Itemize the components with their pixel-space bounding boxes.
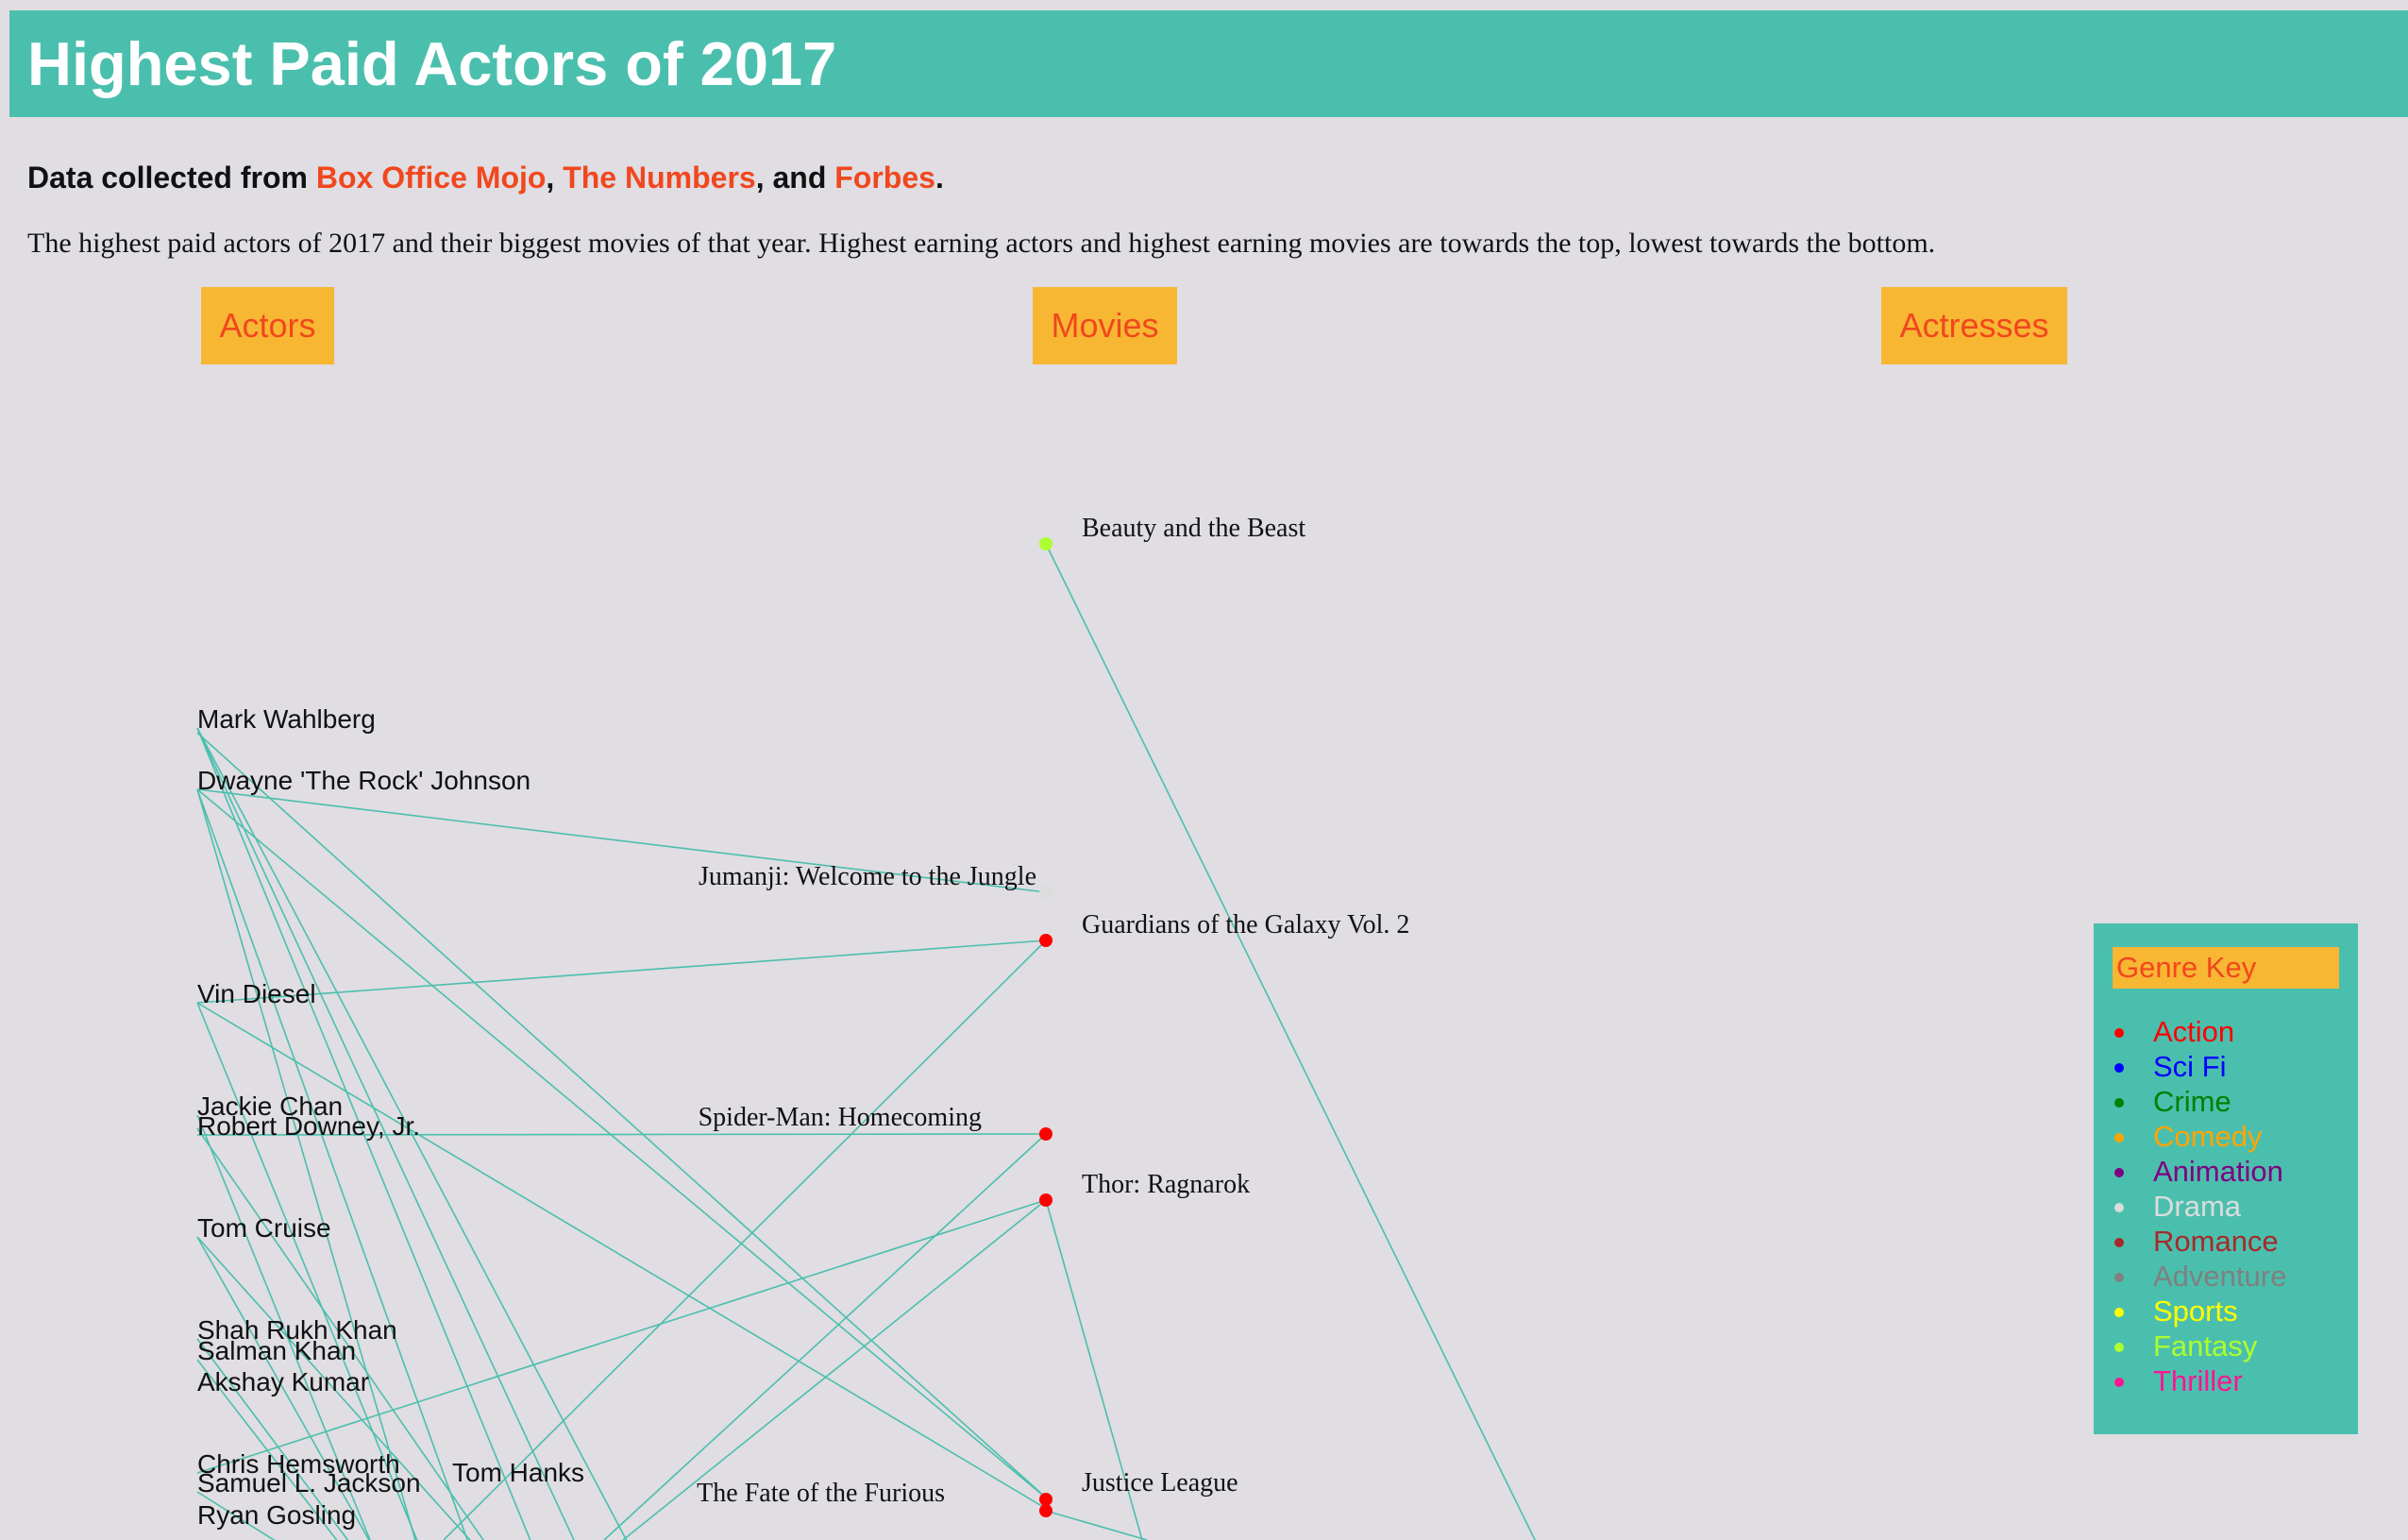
- link-line: [1045, 1510, 1148, 1540]
- genre-label: Adventure: [2153, 1260, 2287, 1293]
- genre-label: Thriller: [2153, 1364, 2243, 1397]
- bullet-icon: [2114, 1028, 2124, 1038]
- bullet-icon: [2114, 1098, 2124, 1108]
- actor-label[interactable]: Samuel L. Jackson: [197, 1468, 421, 1498]
- bullet-icon: [2114, 1273, 2124, 1282]
- movie-label[interactable]: Beauty and the Beast: [1082, 514, 1305, 543]
- movie-labels: Beauty and the Beast Jumanji: Welcome to …: [697, 514, 1409, 1508]
- genre-label: Action: [2153, 1015, 2235, 1048]
- actor-label[interactable]: Salman Khan: [197, 1336, 356, 1365]
- actor-label[interactable]: Shah Rukh Khan: [197, 1315, 397, 1345]
- bullet-icon: [2114, 1378, 2124, 1387]
- link-line: [196, 788, 416, 1540]
- actor-label[interactable]: Dwayne 'The Rock' Johnson: [197, 766, 530, 795]
- movie-node[interactable]: [1039, 1493, 1052, 1506]
- movie-label[interactable]: Justice League: [1082, 1468, 1238, 1498]
- bullet-icon: [2114, 1133, 2124, 1142]
- bullet-icon: [2114, 1238, 2124, 1247]
- genre-item-crime: Crime: [2094, 1084, 2286, 1119]
- movie-label[interactable]: Jumanji: Welcome to the Jungle: [699, 862, 1036, 891]
- link-lines: [196, 543, 1537, 1540]
- header-bar: [9, 10, 2408, 117]
- page-title: Highest Paid Actors of 2017: [27, 29, 837, 98]
- actor-label[interactable]: Robert Downey, Jr.: [197, 1111, 420, 1141]
- bullet-icon: [2114, 1203, 2124, 1212]
- genre-label: Crime: [2153, 1085, 2231, 1118]
- genre-item-sports: Sports: [2094, 1294, 2286, 1328]
- genre-item-fantasy: Fantasy: [2094, 1328, 2286, 1363]
- actors-button[interactable]: Actors: [201, 287, 334, 364]
- genre-list: Action Sci Fi Crime Comedy Animation Drama Rom…: [2094, 1014, 2286, 1398]
- movie-label[interactable]: Thor: Ragnarok: [1082, 1170, 1250, 1199]
- actor-label[interactable]: Ryan Gosling: [197, 1500, 356, 1530]
- genre-item-animation: Animation: [2094, 1154, 2286, 1189]
- genre-label: Fantasy: [2153, 1329, 2258, 1362]
- description: The highest paid actors of 2017 and thei…: [27, 228, 1936, 259]
- sources-suffix: .: [935, 161, 944, 195]
- bullet-icon: [2114, 1168, 2124, 1177]
- genre-key-title: Genre Key: [2113, 947, 2339, 989]
- movie-node[interactable]: [1039, 1193, 1052, 1207]
- link-line: [443, 939, 1047, 1540]
- link-line: [1045, 543, 1537, 1540]
- genre-item-romance: Romance: [2094, 1224, 2286, 1259]
- the-numbers-link[interactable]: The Numbers: [563, 161, 756, 195]
- genre-item-action: Action: [2094, 1014, 2286, 1049]
- actresses-button[interactable]: Actresses: [1881, 287, 2067, 364]
- genre-label: Comedy: [2153, 1120, 2263, 1153]
- actor-label[interactable]: Jackie Chan: [197, 1092, 343, 1121]
- movie-node[interactable]: [1039, 1504, 1052, 1517]
- genre-label: Sci Fi: [2153, 1050, 2227, 1083]
- actor-label[interactable]: Tom Hanks: [452, 1458, 584, 1487]
- actor-label[interactable]: Mark Wahlberg: [197, 704, 376, 734]
- genre-label: Animation: [2153, 1155, 2283, 1188]
- genre-item-comedy: Comedy: [2094, 1119, 2286, 1154]
- sources-separator: , and: [755, 161, 835, 195]
- link-line: [196, 788, 469, 1540]
- sources-prefix: Data collected from: [27, 161, 316, 195]
- movie-nodes: [1039, 537, 1052, 1517]
- genre-key: Genre Key Action Sci Fi Crime Comedy Animati…: [2094, 923, 2358, 1434]
- forbes-link[interactable]: Forbes: [834, 161, 935, 195]
- link-line: [196, 939, 1047, 1004]
- data-sources: Data collected from Box Office Mojo, The…: [27, 159, 944, 196]
- movie-node[interactable]: [1039, 1127, 1052, 1141]
- genre-label: Romance: [2153, 1225, 2279, 1258]
- link-line: [196, 1002, 1051, 1512]
- movie-node[interactable]: [1039, 886, 1052, 899]
- actor-label[interactable]: Tom Cruise: [197, 1213, 331, 1243]
- genre-label: Drama: [2153, 1190, 2242, 1223]
- genre-item-thriller: Thriller: [2094, 1363, 2286, 1398]
- movie-node[interactable]: [1039, 537, 1052, 550]
- movie-label[interactable]: Guardians of the Galaxy Vol. 2: [1082, 910, 1409, 939]
- box-office-mojo-link[interactable]: Box Office Mojo: [315, 161, 547, 195]
- actor-labels: Mark Wahlberg Dwayne 'The Rock' Johnson Vi…: [197, 704, 584, 1530]
- actor-label[interactable]: Vin Diesel: [197, 979, 316, 1008]
- genre-item-sci-fi: Sci Fi: [2094, 1049, 2286, 1084]
- genre-label: Sports: [2153, 1295, 2238, 1328]
- movie-label[interactable]: The Fate of the Furious: [697, 1479, 945, 1508]
- movie-label[interactable]: Spider-Man: Homecoming: [699, 1103, 982, 1132]
- actor-label[interactable]: Akshay Kumar: [197, 1367, 369, 1396]
- genre-item-drama: Drama: [2094, 1189, 2286, 1224]
- bullet-icon: [2114, 1308, 2124, 1317]
- actor-label[interactable]: Chris Hemsworth: [197, 1449, 400, 1479]
- movies-button[interactable]: Movies: [1033, 287, 1177, 364]
- bullet-icon: [2114, 1063, 2124, 1073]
- genre-item-adventure: Adventure: [2094, 1259, 2286, 1294]
- bullet-icon: [2114, 1343, 2124, 1352]
- movie-node[interactable]: [1039, 934, 1052, 947]
- sources-separator: ,: [546, 161, 564, 195]
